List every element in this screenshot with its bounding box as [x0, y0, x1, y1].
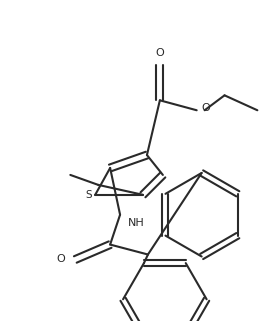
Text: O: O — [202, 103, 210, 113]
Text: S: S — [85, 190, 92, 200]
Text: O: O — [57, 254, 65, 264]
Text: NH: NH — [128, 218, 145, 228]
Text: O: O — [156, 48, 164, 58]
